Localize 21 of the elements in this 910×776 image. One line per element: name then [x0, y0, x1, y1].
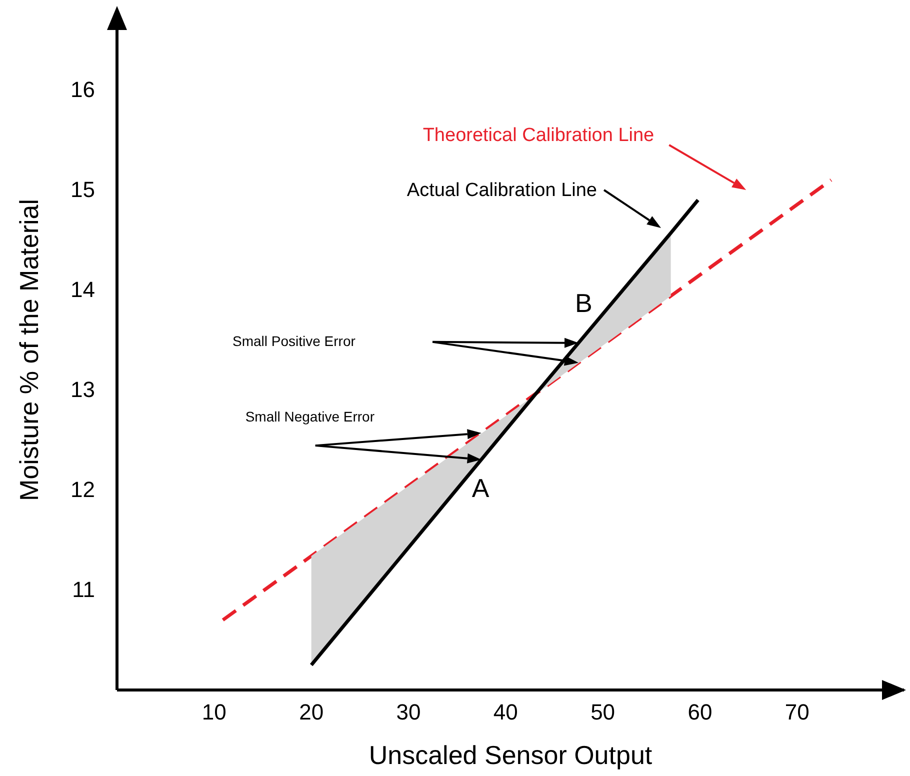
x-tick-label: 10	[202, 700, 226, 725]
annotation: Small Positive Error	[232, 332, 356, 349]
annotation: B	[574, 288, 592, 318]
x-tick-label: 50	[590, 700, 616, 725]
x-tick-label: 60	[688, 700, 712, 725]
y-tick-label: 12	[70, 477, 95, 502]
y-tick-label: 14	[70, 277, 95, 302]
y-tick-label: 11	[72, 577, 95, 602]
x-tick-label: 70	[784, 700, 810, 725]
text: Theoretical Calibration Line	[422, 125, 654, 146]
annotation: Small Negative Error	[245, 408, 375, 425]
x-tick-label: 20	[299, 700, 324, 725]
x-tick-label: 40	[493, 700, 518, 725]
annotation: A	[472, 473, 490, 503]
y-tick-label: 16	[70, 77, 95, 102]
text: Actual Calibration Line	[406, 180, 598, 201]
x-axis-title: Unscaled Sensor Output	[368, 740, 653, 770]
y-tick-label: 15	[70, 177, 95, 202]
y-tick-label: 13	[70, 377, 95, 402]
x-tick-label: 30	[396, 700, 421, 725]
y-axis-title: Moisture % of the Material	[14, 198, 44, 502]
